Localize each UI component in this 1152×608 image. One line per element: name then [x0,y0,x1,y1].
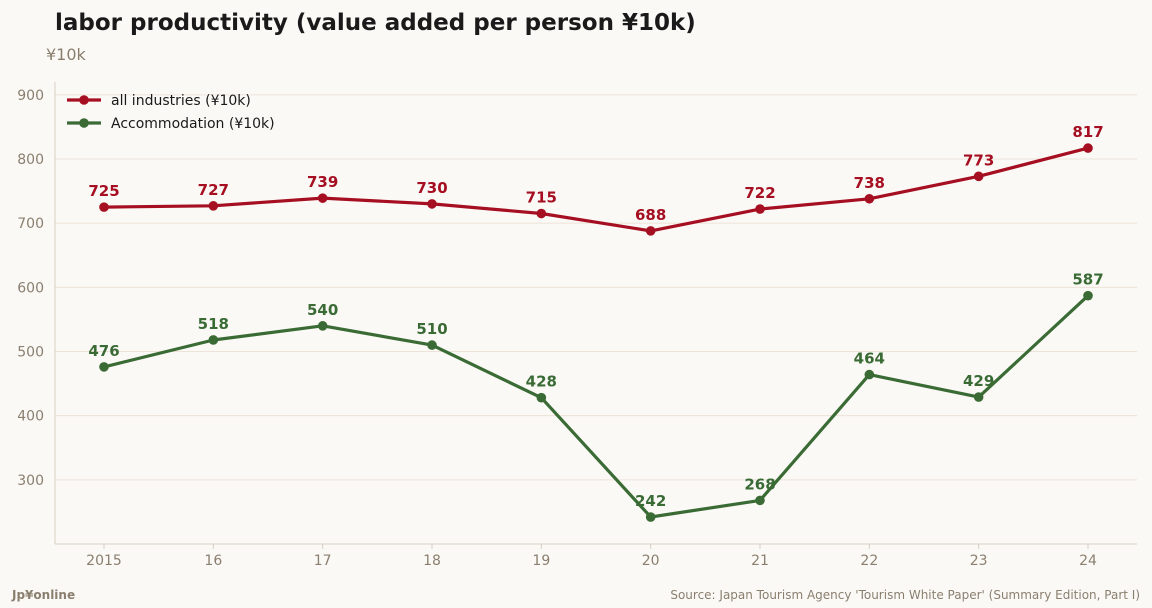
data-label: 268 [744,475,775,493]
data-label: 429 [963,372,994,390]
data-point [864,369,875,380]
data-label: 464 [854,350,885,368]
data-point [427,340,437,350]
data-label: 739 [307,173,338,191]
x-tick-label: 19 [532,553,550,569]
data-label: 510 [416,320,447,338]
y-tick-label: 700 [17,216,44,232]
data-point [427,199,437,209]
data-point [208,335,219,345]
data-point [864,193,875,204]
chart-title: labor productivity (value added per pers… [55,10,696,36]
y-tick-label: 300 [17,473,44,489]
data-point [1083,143,1093,153]
data-label: 476 [88,342,119,360]
y-tick-label: 400 [17,409,44,425]
data-point [755,204,765,214]
data-point [1083,290,1093,301]
y-unit-label: ¥10k [46,45,86,64]
source-note: Source: Japan Tourism Agency 'Tourism Wh… [670,588,1140,602]
data-label: 587 [1072,271,1103,289]
data-point [99,362,109,372]
x-tick-label: 24 [1079,553,1097,569]
series-line-1 [102,146,1090,233]
x-tick-label: 16 [204,553,222,569]
data-point [317,321,328,331]
x-tick-label: 20 [642,553,660,569]
data-label: 540 [307,301,338,319]
data-label: 773 [963,151,994,169]
y-tick-label: 600 [17,280,44,296]
data-point [536,392,547,403]
data-label: 738 [854,174,885,192]
x-tick-label: 22 [860,553,878,569]
x-tick-label: 2015 [86,553,122,569]
legend-marker [79,95,89,105]
data-label: 428 [526,373,557,391]
data-label: 817 [1072,123,1103,141]
legend-label: Accommodation (¥10k) [111,116,275,132]
data-label: 730 [416,179,447,197]
data-point [973,392,984,402]
data-point [317,193,328,203]
legend-label: all industries (¥10k) [111,93,251,109]
legend-marker [79,118,89,128]
data-label: 715 [526,189,557,207]
x-tick-label: 21 [751,553,769,569]
brand-label: Jp¥online [12,588,76,602]
data-point [536,208,547,219]
data-label: 518 [198,315,229,333]
data-label: 688 [635,206,666,224]
data-label: 242 [635,492,666,510]
data-point [973,171,984,182]
data-label: 727 [198,181,229,199]
data-label: 722 [744,184,775,202]
data-point [645,512,656,522]
x-tick-label: 18 [423,553,441,569]
series-line-2 [102,294,1090,519]
y-tick-label: 900 [17,88,44,104]
data-point [755,495,765,506]
data-point [99,202,109,212]
x-tick-label: 23 [970,553,988,569]
data-point [208,201,219,211]
x-tick-label: 17 [314,553,332,569]
y-tick-label: 500 [17,345,44,361]
data-point [645,226,656,236]
y-tick-label: 800 [17,152,44,168]
data-label: 725 [88,182,119,200]
